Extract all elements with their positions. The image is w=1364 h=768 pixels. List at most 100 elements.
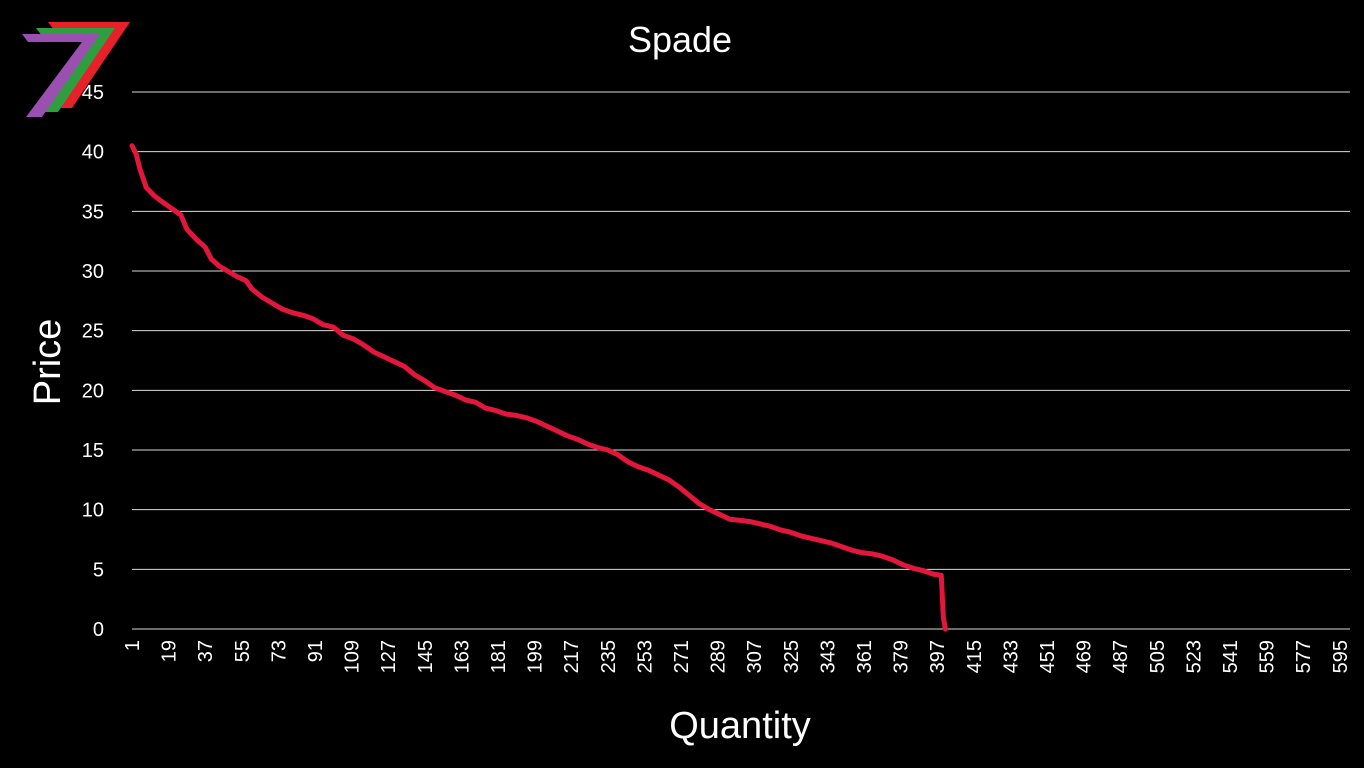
x-tick-label: 379 [891,640,913,673]
y-tick-label: 20 [82,380,104,402]
x-tick-label: 307 [744,640,766,673]
data-point [524,415,529,420]
x-tick-label: 253 [634,640,656,673]
data-point [225,269,230,273]
data-point [920,568,925,573]
data-point [666,477,671,482]
data-point [656,473,661,478]
data-point [605,448,610,452]
x-tick-label: 397 [927,640,949,673]
data-point [152,193,157,198]
data-point [646,468,651,473]
data-point [575,437,580,442]
data-point [514,413,519,418]
data-point [839,544,844,549]
data-point [184,227,189,232]
data-point [138,167,143,172]
data-point [361,342,366,347]
data-point [144,185,149,190]
data-point [554,428,559,433]
data-point [798,533,803,538]
data-point [758,521,763,526]
data-point [819,538,824,543]
data-point [880,554,885,559]
data-point [544,424,549,429]
data-point [422,378,427,383]
x-tick-label: 55 [232,640,254,662]
y-tick-label: 45 [82,82,104,104]
x-tick-label: 433 [1000,640,1022,673]
data-point [748,519,753,524]
data-point [890,557,895,562]
x-tick-label: 127 [378,640,400,673]
x-axis-label: Quantity [669,705,811,747]
y-axis-label: Price [27,319,69,406]
data-point [910,566,915,571]
data-point [321,322,326,327]
x-tick-label: 343 [817,640,839,673]
x-tick-label: 1 [122,640,144,651]
data-point [473,400,478,405]
data-point [939,573,944,578]
chart-title: Spade [628,19,732,60]
data-point [235,274,240,279]
data-point [249,286,254,291]
x-tick-label: 289 [708,640,730,673]
data-point [412,372,417,377]
x-tick-label: 163 [451,640,473,673]
x-tick-label: 361 [854,640,876,673]
data-point [443,389,448,394]
x-tick-label: 235 [598,640,620,673]
data-point [941,615,946,620]
data-point [727,517,732,522]
data-point [768,524,773,529]
data-point [900,562,905,567]
y-tick-label: 10 [82,500,104,522]
x-tick-label: 523 [1183,640,1205,673]
data-point [310,316,315,321]
x-tick-label: 505 [1147,640,1169,673]
data-point [778,527,783,532]
data-point [351,337,356,342]
data-point [260,295,265,300]
data-point [270,301,275,306]
data-point [697,501,702,506]
x-tick-label: 199 [525,640,547,673]
y-axis-ticks: 0 5 10 15 20 25 30 35 40 45 [82,82,104,641]
data-point [737,518,742,523]
data-point [209,257,214,262]
data-point [130,143,134,148]
data-point [483,406,488,411]
x-tick-label: 109 [342,640,364,673]
x-tick-label: 415 [964,640,986,673]
data-point [392,359,397,364]
x-tick-label: 451 [1037,640,1059,673]
data-point [534,419,539,424]
data-point [859,550,864,555]
data-point [453,393,458,398]
data-point [636,464,641,469]
x-axis-ticks: 1 19 37 55 73 91 109 127 145 163 181 199 217 235 253 27… [122,640,1352,673]
x-tick-label: 181 [488,640,510,673]
data-point [615,452,620,457]
data-point [203,245,208,250]
data-point [595,445,600,450]
data-point [788,530,793,535]
series-group [129,143,948,632]
data-point [402,364,407,369]
x-tick-label: 559 [1257,640,1279,673]
data-point [493,408,498,413]
x-tick-label: 487 [1110,640,1132,673]
data-point [626,459,631,464]
data-point [331,325,336,330]
y-tick-label: 0 [93,619,104,641]
y-tick-label: 35 [82,201,104,223]
data-point [809,536,814,541]
data-point [943,627,948,631]
gridlines [132,91,1350,630]
data-point [432,385,437,390]
x-tick-label: 37 [195,640,217,662]
x-tick-label: 91 [305,640,327,662]
data-point [134,152,139,157]
